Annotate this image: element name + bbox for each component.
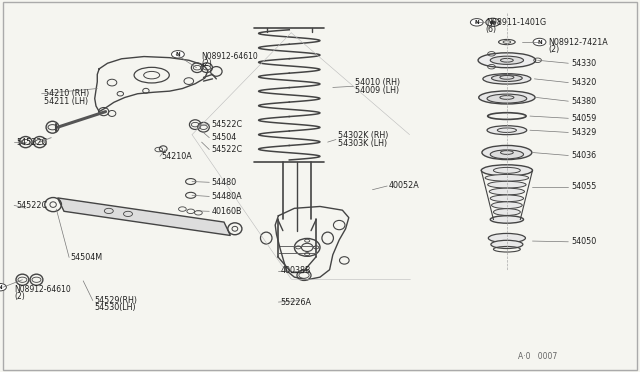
Ellipse shape (490, 150, 524, 159)
Text: (2): (2) (15, 292, 26, 301)
Text: 54210A: 54210A (161, 152, 192, 161)
Text: A·0  0007: A·0 0007 (518, 352, 557, 361)
Text: 55226A: 55226A (280, 298, 311, 307)
Text: 54009 (LH): 54009 (LH) (355, 86, 399, 94)
Text: 40160B: 40160B (211, 207, 242, 216)
Text: 54059: 54059 (571, 114, 596, 123)
Text: N: N (0, 285, 3, 290)
Text: (2): (2) (202, 60, 212, 68)
Text: 54055: 54055 (571, 182, 596, 191)
Text: 54210 (RH): 54210 (RH) (44, 89, 89, 98)
Circle shape (172, 51, 184, 58)
Text: 54330: 54330 (571, 59, 596, 68)
Circle shape (0, 283, 6, 291)
Ellipse shape (479, 91, 535, 104)
Text: 54480A: 54480A (211, 192, 242, 201)
Ellipse shape (490, 216, 524, 223)
Text: 54504M: 54504M (70, 253, 102, 262)
Text: 54010 (RH): 54010 (RH) (355, 78, 401, 87)
Text: 54036: 54036 (571, 151, 596, 160)
Ellipse shape (488, 181, 526, 188)
Text: N: N (474, 20, 479, 25)
Text: 54302K (RH): 54302K (RH) (338, 131, 388, 140)
Text: 54329: 54329 (571, 128, 596, 137)
Text: N: N (175, 52, 180, 57)
Text: 54522C: 54522C (16, 201, 47, 210)
Text: 54211 (LH): 54211 (LH) (44, 97, 88, 106)
Ellipse shape (487, 94, 527, 103)
Ellipse shape (478, 53, 536, 68)
Ellipse shape (488, 234, 525, 243)
Ellipse shape (482, 145, 532, 160)
Text: (6): (6) (486, 25, 497, 34)
Text: 54303K (LH): 54303K (LH) (338, 139, 387, 148)
Text: N08912-64610: N08912-64610 (15, 285, 72, 294)
Text: N08912-64610: N08912-64610 (202, 52, 259, 61)
Text: 40052A: 40052A (389, 182, 420, 190)
Ellipse shape (481, 165, 532, 176)
Text: 54530(LH): 54530(LH) (95, 303, 136, 312)
Text: 54522C: 54522C (211, 145, 243, 154)
Ellipse shape (485, 174, 529, 181)
Circle shape (533, 38, 546, 46)
Ellipse shape (490, 56, 524, 64)
Ellipse shape (493, 209, 520, 215)
Text: N08911-1401G: N08911-1401G (486, 18, 546, 27)
Ellipse shape (490, 195, 524, 202)
Text: 54050: 54050 (571, 237, 596, 246)
Text: 54480: 54480 (211, 178, 236, 187)
Text: 54522C: 54522C (16, 138, 47, 147)
Text: 54320: 54320 (571, 78, 596, 87)
Ellipse shape (487, 126, 527, 135)
Text: 40038B: 40038B (280, 266, 311, 275)
Circle shape (490, 20, 496, 24)
Polygon shape (58, 198, 230, 235)
Text: 54380: 54380 (571, 97, 596, 106)
Text: 54522C: 54522C (211, 120, 243, 129)
Ellipse shape (492, 202, 522, 209)
Text: N08912-7421A: N08912-7421A (548, 38, 608, 46)
Ellipse shape (491, 240, 523, 248)
Text: N: N (537, 39, 542, 45)
Circle shape (470, 19, 483, 26)
Ellipse shape (483, 74, 531, 84)
Text: 54529(RH): 54529(RH) (95, 296, 138, 305)
Ellipse shape (492, 75, 522, 81)
Ellipse shape (489, 188, 525, 195)
Text: (2): (2) (548, 45, 560, 54)
Text: 54504: 54504 (211, 133, 236, 142)
